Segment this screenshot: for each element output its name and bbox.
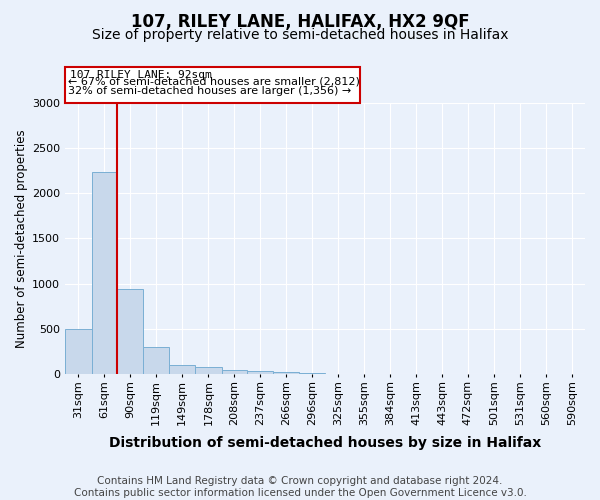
Bar: [169, 365, 195, 374]
Bar: [143, 347, 169, 374]
Bar: [247, 372, 273, 374]
X-axis label: Distribution of semi-detached houses by size in Halifax: Distribution of semi-detached houses by …: [109, 436, 541, 450]
Bar: [273, 372, 299, 374]
Bar: [118, 289, 143, 374]
Text: Contains HM Land Registry data © Crown copyright and database right 2024.
Contai: Contains HM Land Registry data © Crown c…: [74, 476, 526, 498]
Y-axis label: Number of semi-detached properties: Number of semi-detached properties: [15, 129, 28, 348]
Text: 32% of semi-detached houses are larger (1,356) →: 32% of semi-detached houses are larger (…: [68, 86, 351, 96]
Bar: [195, 367, 221, 374]
FancyBboxPatch shape: [65, 67, 361, 102]
Bar: [92, 172, 118, 374]
Text: 107 RILEY LANE: 92sqm: 107 RILEY LANE: 92sqm: [70, 70, 212, 80]
Text: Size of property relative to semi-detached houses in Halifax: Size of property relative to semi-detach…: [92, 28, 508, 42]
Bar: [65, 329, 92, 374]
Bar: [221, 370, 247, 374]
Text: ← 67% of semi-detached houses are smaller (2,812): ← 67% of semi-detached houses are smalle…: [68, 76, 359, 86]
Text: 107, RILEY LANE, HALIFAX, HX2 9QF: 107, RILEY LANE, HALIFAX, HX2 9QF: [131, 12, 469, 30]
